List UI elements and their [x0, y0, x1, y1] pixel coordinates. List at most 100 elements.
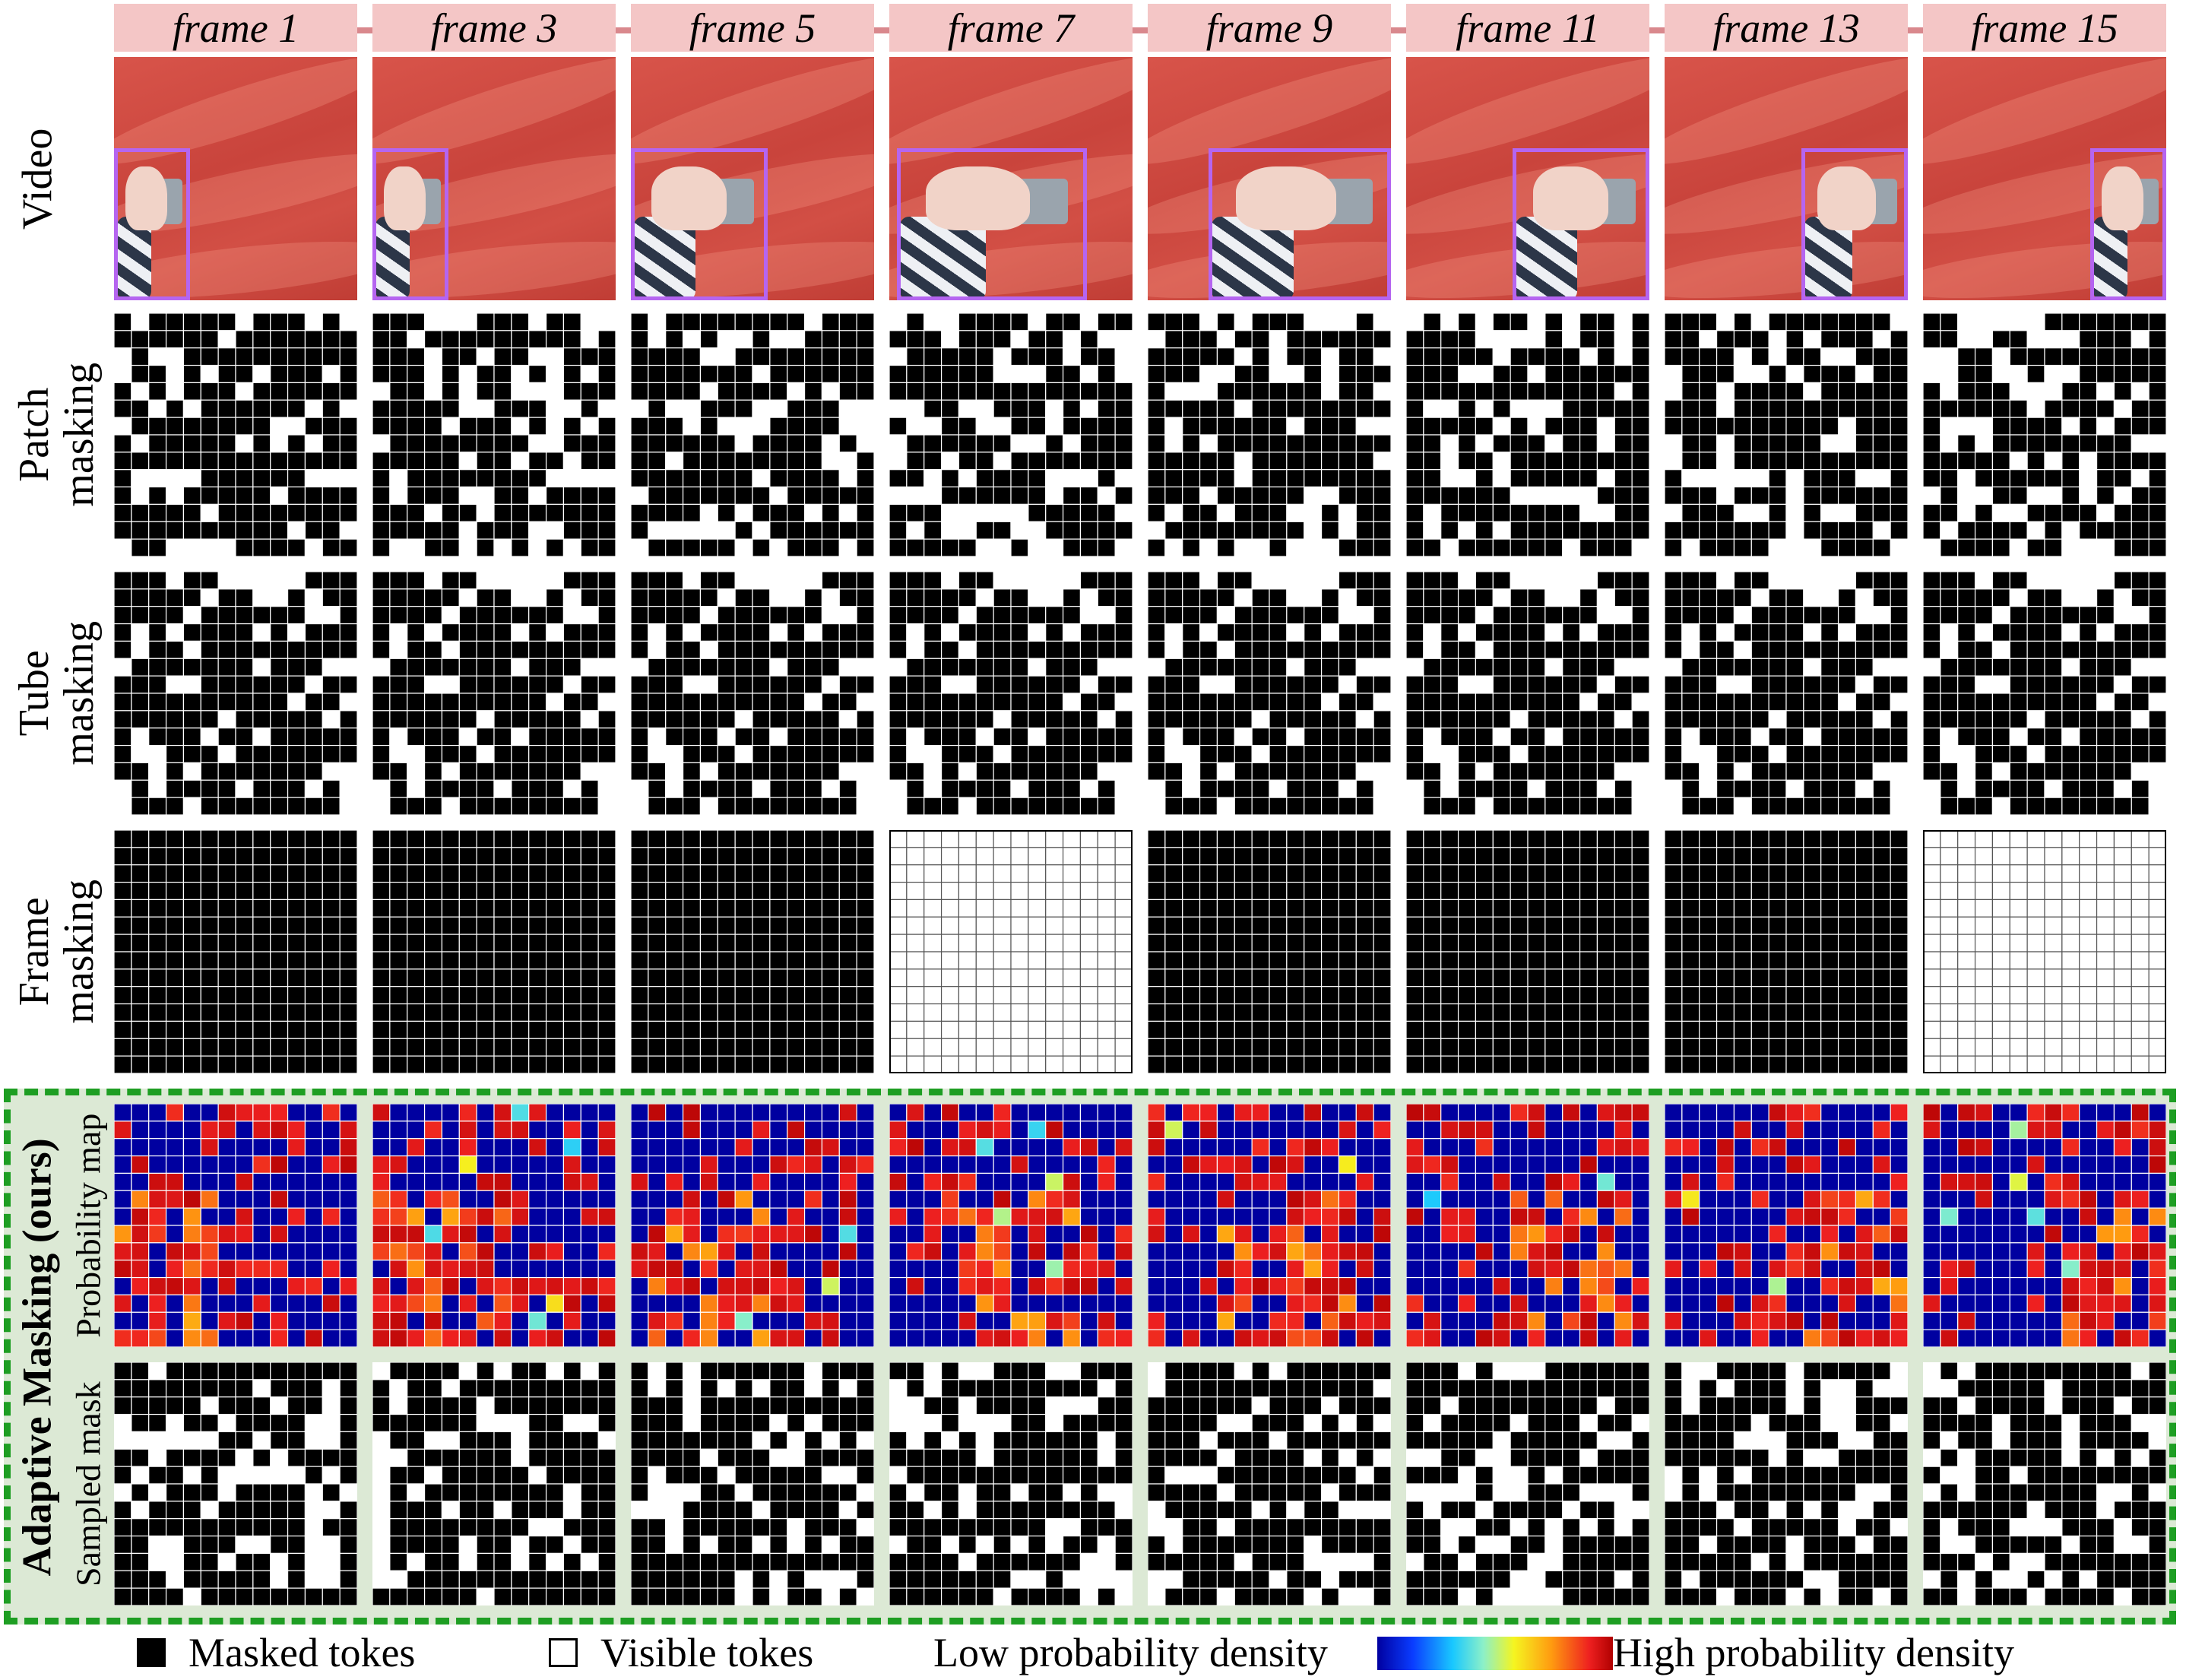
- tube-mask-grid-4: [889, 572, 1133, 815]
- sampled-mask-grid-1: [114, 1362, 357, 1606]
- legend-visible-label: Visible tokes: [600, 1630, 814, 1675]
- visible-swatch-icon: [549, 1638, 578, 1667]
- legend-masked: Masked tokes: [137, 1629, 415, 1676]
- hand-bounding-box: [897, 148, 1087, 300]
- striped-sleeve: [1212, 217, 1294, 300]
- frame-mask-grid-3: [631, 830, 874, 1073]
- sampled-mask-grid-5: [1148, 1362, 1391, 1606]
- sampled-mask-grid-8: [1923, 1362, 2166, 1606]
- label-tube-2: masking: [55, 621, 103, 766]
- frame-header-7: frame 13: [1665, 4, 1908, 52]
- tube-mask-grid-5: [1148, 572, 1391, 815]
- legend-visible: Visible tokes: [549, 1629, 813, 1676]
- probability-map-grid-2: [372, 1104, 616, 1347]
- legend-low-label: Low probability density: [933, 1630, 1328, 1675]
- density-colorbar: [1377, 1637, 1613, 1670]
- patch-mask-grid-8: [1923, 313, 2166, 556]
- sampled-mask-grid-6: [1406, 1362, 1649, 1606]
- legend-high-density: High probability density: [1613, 1629, 2014, 1676]
- probability-map-grid-5: [1148, 1104, 1391, 1347]
- video-frame-3: [631, 57, 874, 300]
- patch-mask-grid-2: [372, 313, 616, 556]
- probability-map-grid-7: [1665, 1104, 1908, 1347]
- hand-bounding-box: [1801, 148, 1908, 300]
- hand-bounding-box: [1513, 148, 1649, 300]
- patch-mask-grid-6: [1406, 313, 1649, 556]
- striped-sleeve: [634, 217, 695, 300]
- row-label-sampled-mask: Sampled mask: [64, 1362, 114, 1606]
- hand: [125, 166, 167, 230]
- row-label-frame: Frame masking: [0, 830, 114, 1073]
- frame-header-3: frame 5: [631, 4, 874, 52]
- label-frame-2: masking: [55, 880, 103, 1024]
- legend-high-label: High probability density: [1613, 1630, 2014, 1675]
- patch-mask-grid-4: [889, 313, 1133, 556]
- label-patch-1: Patch: [11, 387, 59, 483]
- video-frame-7: [1665, 57, 1908, 300]
- striped-sleeve: [2093, 217, 2127, 300]
- patch-mask-grid-1: [114, 313, 357, 556]
- frame-header-1: frame 1: [114, 4, 357, 52]
- tube-mask-grid-1: [114, 572, 357, 815]
- sampled-mask-grid-3: [631, 1362, 874, 1606]
- probability-map-grid-3: [631, 1104, 874, 1347]
- hand-bounding-box: [631, 148, 768, 300]
- frame-mask-grid-6: [1406, 830, 1649, 1073]
- patch-mask-grid-3: [631, 313, 874, 556]
- row-label-prob-map: Probability map: [64, 1104, 114, 1347]
- video-frame-6: [1406, 57, 1649, 300]
- legend-low-density: Low probability density: [933, 1629, 1328, 1676]
- sampled-mask-grid-7: [1665, 1362, 1908, 1606]
- hand-bounding-box: [1209, 148, 1391, 300]
- video-frame-4: [889, 57, 1133, 300]
- patch-mask-grid-7: [1665, 313, 1908, 556]
- row-label-tube: Tube masking: [0, 572, 114, 815]
- hand: [2102, 166, 2143, 230]
- frame-header-2: frame 3: [372, 4, 616, 52]
- tube-mask-grid-2: [372, 572, 616, 815]
- hand: [651, 166, 727, 230]
- sampled-mask-grid-4: [889, 1362, 1133, 1606]
- video-frame-2: [372, 57, 616, 300]
- tube-mask-grid-6: [1406, 572, 1649, 815]
- striped-sleeve: [375, 217, 410, 300]
- tube-mask-grid-7: [1665, 572, 1908, 815]
- frame-mask-grid-8: [1923, 830, 2166, 1073]
- label-probability-map: Probability map: [68, 1113, 108, 1338]
- frame-mask-grid-5: [1148, 830, 1391, 1073]
- hand: [925, 166, 1030, 230]
- frame-mask-grid-1: [114, 830, 357, 1073]
- frame-mask-grid-2: [372, 830, 616, 1073]
- patch-mask-grid-5: [1148, 313, 1391, 556]
- hand-bounding-box: [114, 148, 190, 300]
- probability-map-grid-1: [114, 1104, 357, 1347]
- tube-mask-grid-8: [1923, 572, 2166, 815]
- hand: [1236, 166, 1336, 230]
- hand: [384, 166, 426, 230]
- frame-header-6: frame 11: [1406, 4, 1649, 52]
- probability-map-grid-4: [889, 1104, 1133, 1347]
- sampled-mask-grid-2: [372, 1362, 616, 1606]
- hand: [1817, 166, 1876, 230]
- label-adaptive-masking: Adaptive Masking (ours): [14, 1137, 60, 1577]
- striped-sleeve: [900, 217, 986, 300]
- masked-swatch-icon: [137, 1638, 166, 1667]
- row-label-video: Video: [8, 57, 68, 300]
- row-label-ours: Adaptive Masking (ours): [11, 1098, 64, 1615]
- video-frame-8: [1923, 57, 2166, 300]
- tube-mask-grid-3: [631, 572, 874, 815]
- striped-sleeve: [117, 217, 151, 300]
- striped-sleeve: [1516, 217, 1577, 300]
- hand-bounding-box: [2090, 148, 2166, 300]
- frame-header-4: frame 7: [889, 4, 1133, 52]
- frame-header-8: frame 15: [1923, 4, 2166, 52]
- striped-sleeve: [1804, 217, 1852, 300]
- frame-mask-grid-4: [889, 830, 1133, 1073]
- row-label-patch: Patch masking: [0, 313, 114, 556]
- frame-header-connector: [114, 27, 2159, 33]
- label-tube-1: Tube: [11, 650, 59, 737]
- hand-bounding-box: [372, 148, 448, 300]
- label-sampled-mask: Sampled mask: [68, 1381, 108, 1586]
- hand: [1533, 166, 1608, 230]
- video-frame-5: [1148, 57, 1391, 300]
